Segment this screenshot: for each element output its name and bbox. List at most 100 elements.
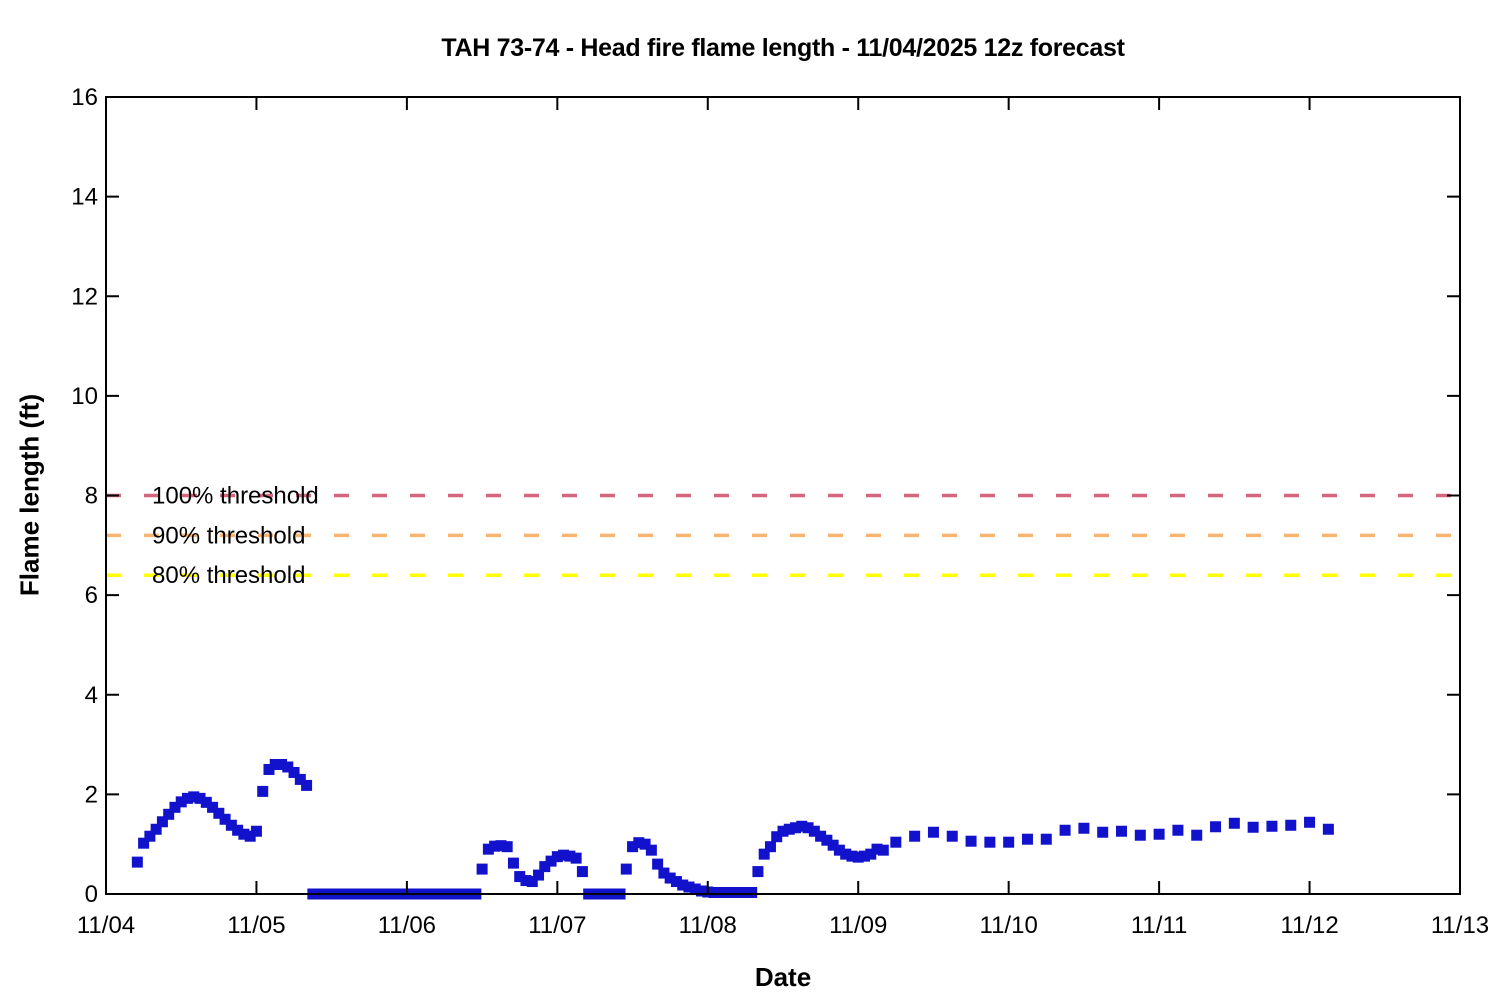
y-tick-label: 0 [85, 881, 98, 908]
data-point [150, 823, 162, 835]
data-point [664, 872, 676, 884]
data-point [257, 785, 269, 797]
data-point [269, 758, 281, 770]
data-point [545, 855, 557, 867]
data-point [1003, 836, 1015, 848]
y-tick-label: 12 [71, 283, 98, 310]
data-point [520, 875, 532, 887]
data-point [533, 869, 545, 881]
x-tick-label: 11/06 [378, 912, 436, 939]
data-point [771, 831, 783, 843]
data-point [263, 763, 275, 775]
data-point [727, 887, 739, 899]
data-point [276, 758, 288, 770]
data-point [739, 887, 751, 899]
data-point [301, 779, 313, 791]
data-point [294, 773, 306, 785]
data-point [282, 761, 294, 773]
x-tick-label: 11/04 [77, 912, 135, 939]
data-point [539, 861, 551, 873]
data-point [169, 801, 181, 813]
y-tick-label: 16 [71, 84, 98, 111]
data-point [495, 840, 507, 852]
data-point [219, 813, 231, 825]
data-point [200, 796, 212, 808]
data-point [802, 822, 814, 834]
data-point [708, 887, 720, 899]
data-point [620, 863, 632, 875]
data-point [1078, 822, 1090, 834]
x-tick-label: 11/08 [679, 912, 737, 939]
data-point [645, 844, 657, 856]
data-point [796, 820, 808, 832]
data-point [1116, 825, 1127, 837]
data-point [984, 836, 996, 848]
data-point [865, 848, 877, 860]
data-point [1322, 823, 1334, 835]
data-point [232, 824, 244, 836]
data-point [564, 850, 576, 862]
data-point [1040, 833, 1052, 845]
data-point [815, 830, 827, 842]
threshold-label: 90% threshold [152, 522, 305, 549]
data-point [194, 792, 206, 804]
data-point [696, 885, 708, 897]
data-point [244, 830, 256, 842]
data-point [890, 836, 902, 848]
data-point [501, 841, 513, 853]
data-point [927, 826, 939, 838]
data-point [163, 808, 175, 820]
data-point [238, 828, 250, 840]
data-point [288, 766, 300, 778]
y-tick-label: 4 [85, 682, 98, 709]
data-point [250, 825, 262, 837]
threshold-label: 80% threshold [152, 562, 305, 589]
data-point [683, 881, 695, 893]
x-tick-label: 11/10 [980, 912, 1038, 939]
y-tick-label: 2 [85, 781, 98, 808]
data-point [714, 887, 726, 899]
data-point [576, 866, 588, 878]
data-point [138, 837, 150, 849]
data-point [476, 863, 488, 875]
data-point [746, 887, 758, 899]
x-tick-label: 11/07 [528, 912, 586, 939]
data-point [758, 848, 770, 860]
data-point [1153, 828, 1165, 840]
data-point [777, 825, 789, 837]
data-point [1266, 820, 1278, 832]
data-point [207, 801, 219, 813]
data-point [721, 887, 733, 899]
chart-title: TAH 73-74 - Head fire flame length - 11/… [441, 34, 1125, 62]
x-tick-label: 11/09 [829, 912, 887, 939]
data-point [1285, 819, 1297, 831]
data-point [652, 858, 664, 870]
y-tick-label: 14 [71, 184, 98, 211]
data-point [225, 819, 237, 831]
data-point [1134, 829, 1146, 841]
data-point [1059, 824, 1071, 836]
x-tick-label: 11/05 [227, 912, 285, 939]
data-point [909, 830, 921, 842]
data-point [570, 852, 582, 864]
data-point [627, 841, 639, 853]
data-point [213, 807, 225, 819]
data-point [852, 851, 864, 863]
data-point [840, 848, 852, 860]
x-tick-label: 11/13 [1431, 912, 1489, 939]
data-point [946, 830, 958, 842]
data-point [131, 856, 143, 868]
data-point [677, 879, 689, 891]
y-tick-label: 8 [85, 483, 98, 510]
data-point [482, 843, 494, 855]
data-point [821, 834, 833, 846]
data-point [877, 844, 889, 856]
data-point [144, 830, 156, 842]
x-axis-title: Date [754, 962, 812, 992]
data-point [871, 843, 883, 855]
data-point [764, 841, 776, 853]
data-point [507, 857, 519, 869]
data-point [846, 850, 858, 862]
